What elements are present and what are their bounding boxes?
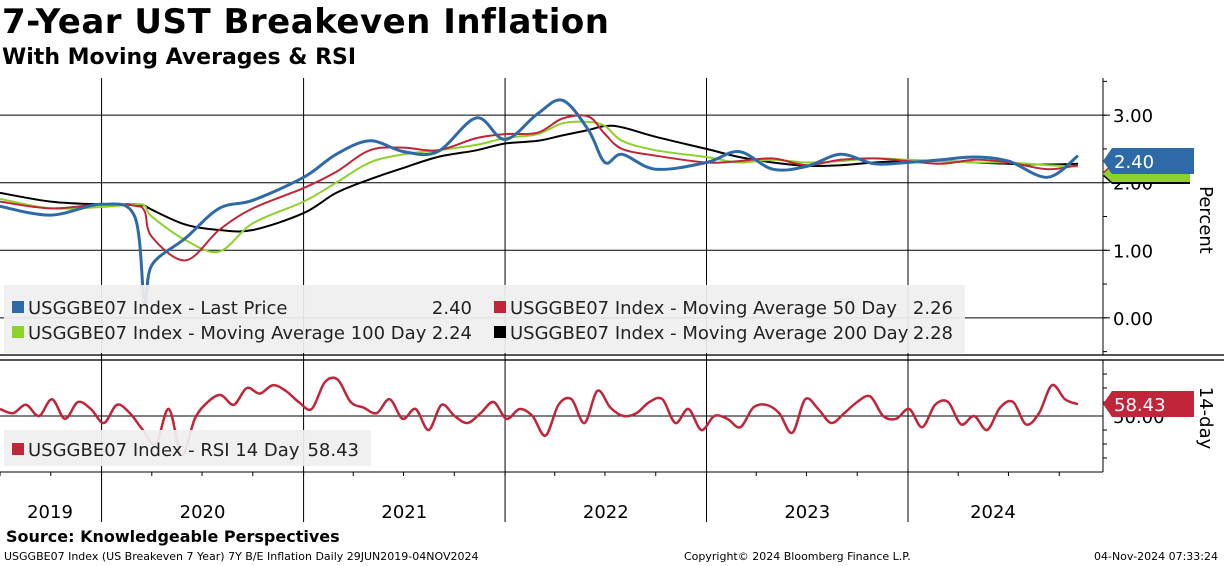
top-legend-box xyxy=(4,285,965,353)
top-series-group xyxy=(0,98,1079,307)
legend-label-rsi: USGGBE07 Index - RSI 14 Day xyxy=(28,440,300,461)
top-y-tick-label: 1.00 xyxy=(1113,241,1153,262)
series-line-ma50 xyxy=(0,114,1079,262)
legend-swatch-ma100 xyxy=(12,326,24,338)
top-legend: USGGBE07 Index - Last Price 2.40 USGGBE0… xyxy=(4,285,965,353)
x-tick-label: 2021 xyxy=(381,502,427,523)
footer-timestamp: 04-Nov-2024 07:33:24 xyxy=(1093,550,1218,563)
legend-value-last-price: 2.40 xyxy=(432,298,472,319)
top-y-tick-label: 0.00 xyxy=(1113,309,1153,330)
legend-label-last-price: USGGBE07 Index - Last Price xyxy=(28,298,287,319)
x-ticks: 2019 2020 2021 2022 2023 2024 xyxy=(0,472,1060,523)
series-line-ma200 xyxy=(0,124,1079,233)
top-y-tick-label: 3.00 xyxy=(1113,106,1153,127)
rsi-tag xyxy=(1103,391,1194,417)
top-y-ticks: 3.002.001.000.00 xyxy=(1103,80,1153,353)
x-tick-label: 2019 xyxy=(27,502,73,523)
bottom-legend: USGGBE07 Index - RSI 14 Day 58.43 xyxy=(4,430,371,466)
chart-title: 7-Year UST Breakeven Inflation xyxy=(2,2,610,42)
x-tick-label: 2024 xyxy=(970,502,1016,523)
top-y-axis-title: Percent xyxy=(1195,186,1216,254)
bottom-legend-box xyxy=(4,430,371,466)
bottom-y-axis-title: 14-day xyxy=(1195,387,1216,450)
legend-swatch-last-price xyxy=(12,301,24,313)
rsi-tag-label: 58.43 xyxy=(1114,395,1166,416)
legend-value-ma50: 2.26 xyxy=(913,298,953,319)
last-value-tags: 2.40 58.43 xyxy=(1103,148,1194,417)
source-note: Source: Knowledgeable Perspectives xyxy=(6,527,340,546)
x-tick-label: 2020 xyxy=(180,502,226,523)
legend-value-rsi: 58.43 xyxy=(307,440,359,461)
legend-value-ma200: 2.28 xyxy=(913,323,953,344)
x-tick-label: 2022 xyxy=(583,502,629,523)
last-price-tag xyxy=(1103,148,1194,174)
series-line-last-price xyxy=(0,98,1079,307)
chart-subtitle: With Moving Averages & RSI xyxy=(2,45,357,70)
x-tick-label: 2023 xyxy=(784,502,830,523)
legend-label-ma200: USGGBE07 Index - Moving Average 200 Day xyxy=(510,323,909,344)
footer-copyright: Copyright© 2024 Bloomberg Finance L.P. xyxy=(684,550,911,563)
legend-value-ma100: 2.24 xyxy=(432,323,472,344)
legend-swatch-ma200 xyxy=(494,326,506,338)
legend-label-ma100: USGGBE07 Index - Moving Average 100 Day xyxy=(28,323,427,344)
footer-description: USGGBE07 Index (US Breakeven 7 Year) 7Y … xyxy=(4,550,479,563)
legend-label-ma50: USGGBE07 Index - Moving Average 50 Day xyxy=(510,298,897,319)
legend-swatch-ma50 xyxy=(494,301,506,313)
last-price-tag-label: 2.40 xyxy=(1114,152,1154,173)
legend-swatch-rsi xyxy=(12,443,24,455)
